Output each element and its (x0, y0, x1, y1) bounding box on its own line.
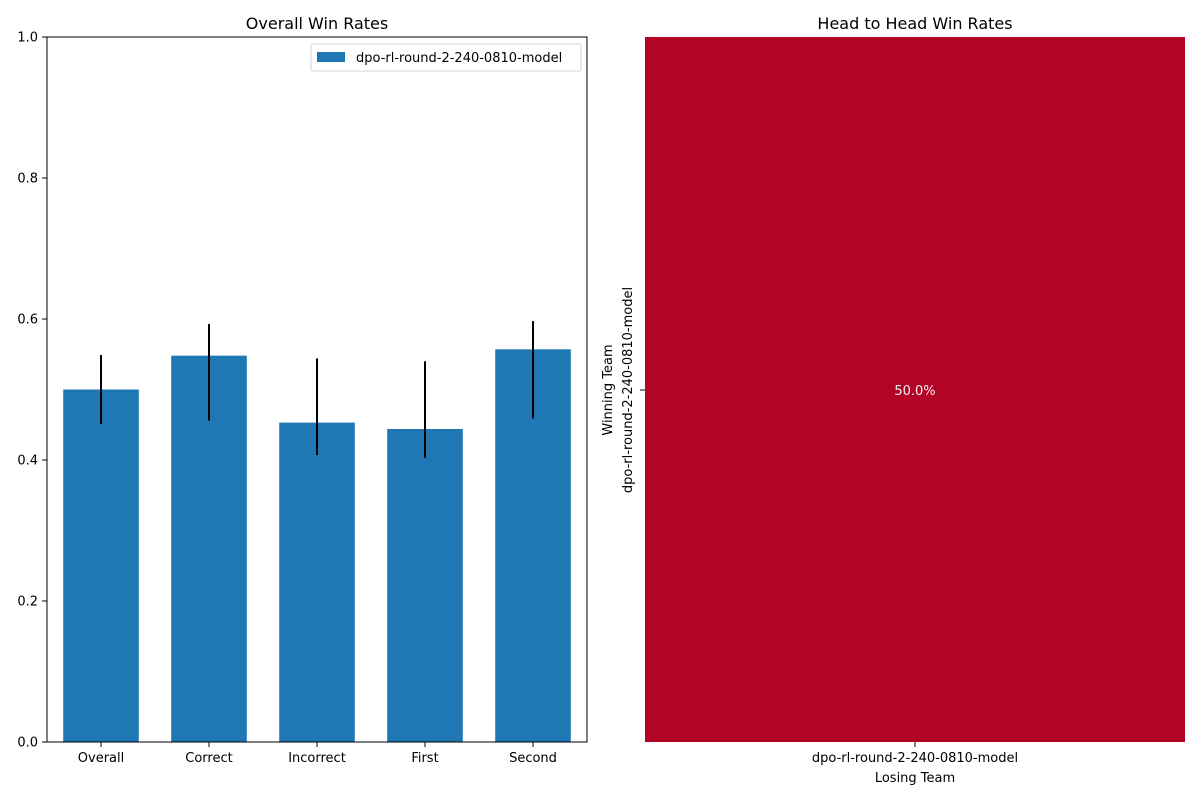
heatmap-x-tick-label: dpo-rl-round-2-240-0810-model (812, 751, 1018, 766)
heatmap-y-tick-label: dpo-rl-round-2-240-0810-model (621, 287, 636, 493)
bar (279, 422, 355, 742)
heatmap-cell (645, 37, 1185, 742)
x-tick-label: Incorrect (288, 751, 346, 766)
bar-y-axis: 0.0 0.2 0.4 0.6 0.8 1.0 (17, 31, 47, 751)
heatmap-cell-label: 50.0% (894, 384, 935, 399)
y-tick-label: 0.6 (17, 313, 38, 328)
heatmap-x-axis-label: Losing Team (875, 771, 955, 786)
bar (63, 389, 139, 742)
x-tick-label: Second (509, 751, 557, 766)
bar (387, 428, 463, 742)
bar-plot-frame (46, 36, 588, 743)
x-tick-label: First (411, 751, 438, 766)
error-bars (100, 321, 534, 458)
bar-chart: Overall Win Rates 0.0 0.2 0.4 0.6 0.8 1.0 Ove… (17, 14, 588, 766)
y-tick-label: 0.0 (17, 736, 38, 751)
heatmap-chart: Head to Head Win Rates 50.0% dpo-rl-roun… (601, 14, 1185, 786)
bar-chart-title: Overall Win Rates (246, 14, 388, 33)
x-tick-label: Overall (78, 751, 124, 766)
bar-x-axis: Overall Correct Incorrect First Second (78, 742, 557, 766)
legend-box (310, 43, 582, 72)
heatmap-y-axis-label: Winning Team (601, 344, 616, 435)
legend: dpo-rl-round-2-240-0810-model (310, 43, 582, 72)
y-tick-label: 0.2 (17, 595, 38, 610)
legend-label: dpo-rl-round-2-240-0810-model (356, 51, 562, 66)
y-tick-label: 0.4 (17, 454, 38, 469)
heatmap-title: Head to Head Win Rates (817, 14, 1012, 33)
y-tick-label: 1.0 (17, 31, 38, 46)
x-tick-label: Correct (185, 751, 232, 766)
y-tick-label: 0.8 (17, 172, 38, 187)
legend-swatch (317, 52, 345, 62)
